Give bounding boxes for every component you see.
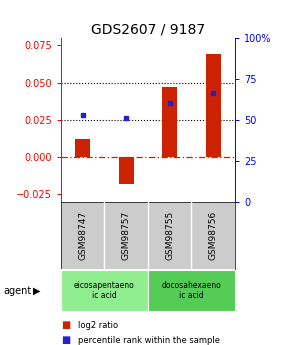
Text: ▶: ▶ [33,286,41,296]
Bar [148,270,235,311]
Text: GSM98757: GSM98757 [122,211,131,260]
Text: GSM98756: GSM98756 [209,211,218,260]
Bar [206,54,221,157]
Text: log2 ratio: log2 ratio [78,321,118,330]
Text: eicosapentaeno
ic acid: eicosapentaeno ic acid [74,281,135,300]
Text: docosahexaeno
ic acid: docosahexaeno ic acid [162,281,221,300]
Text: GSM98755: GSM98755 [165,211,174,260]
Bar [162,87,177,157]
Text: percentile rank within the sample: percentile rank within the sample [78,336,220,345]
Text: agent: agent [3,286,31,296]
Title: GDS2607 / 9187: GDS2607 / 9187 [91,23,205,37]
Text: ■: ■ [61,335,70,345]
Bar [119,157,134,184]
Bar [75,139,90,157]
Bar [61,270,148,311]
Text: GSM98747: GSM98747 [78,211,87,260]
Text: ■: ■ [61,321,70,330]
